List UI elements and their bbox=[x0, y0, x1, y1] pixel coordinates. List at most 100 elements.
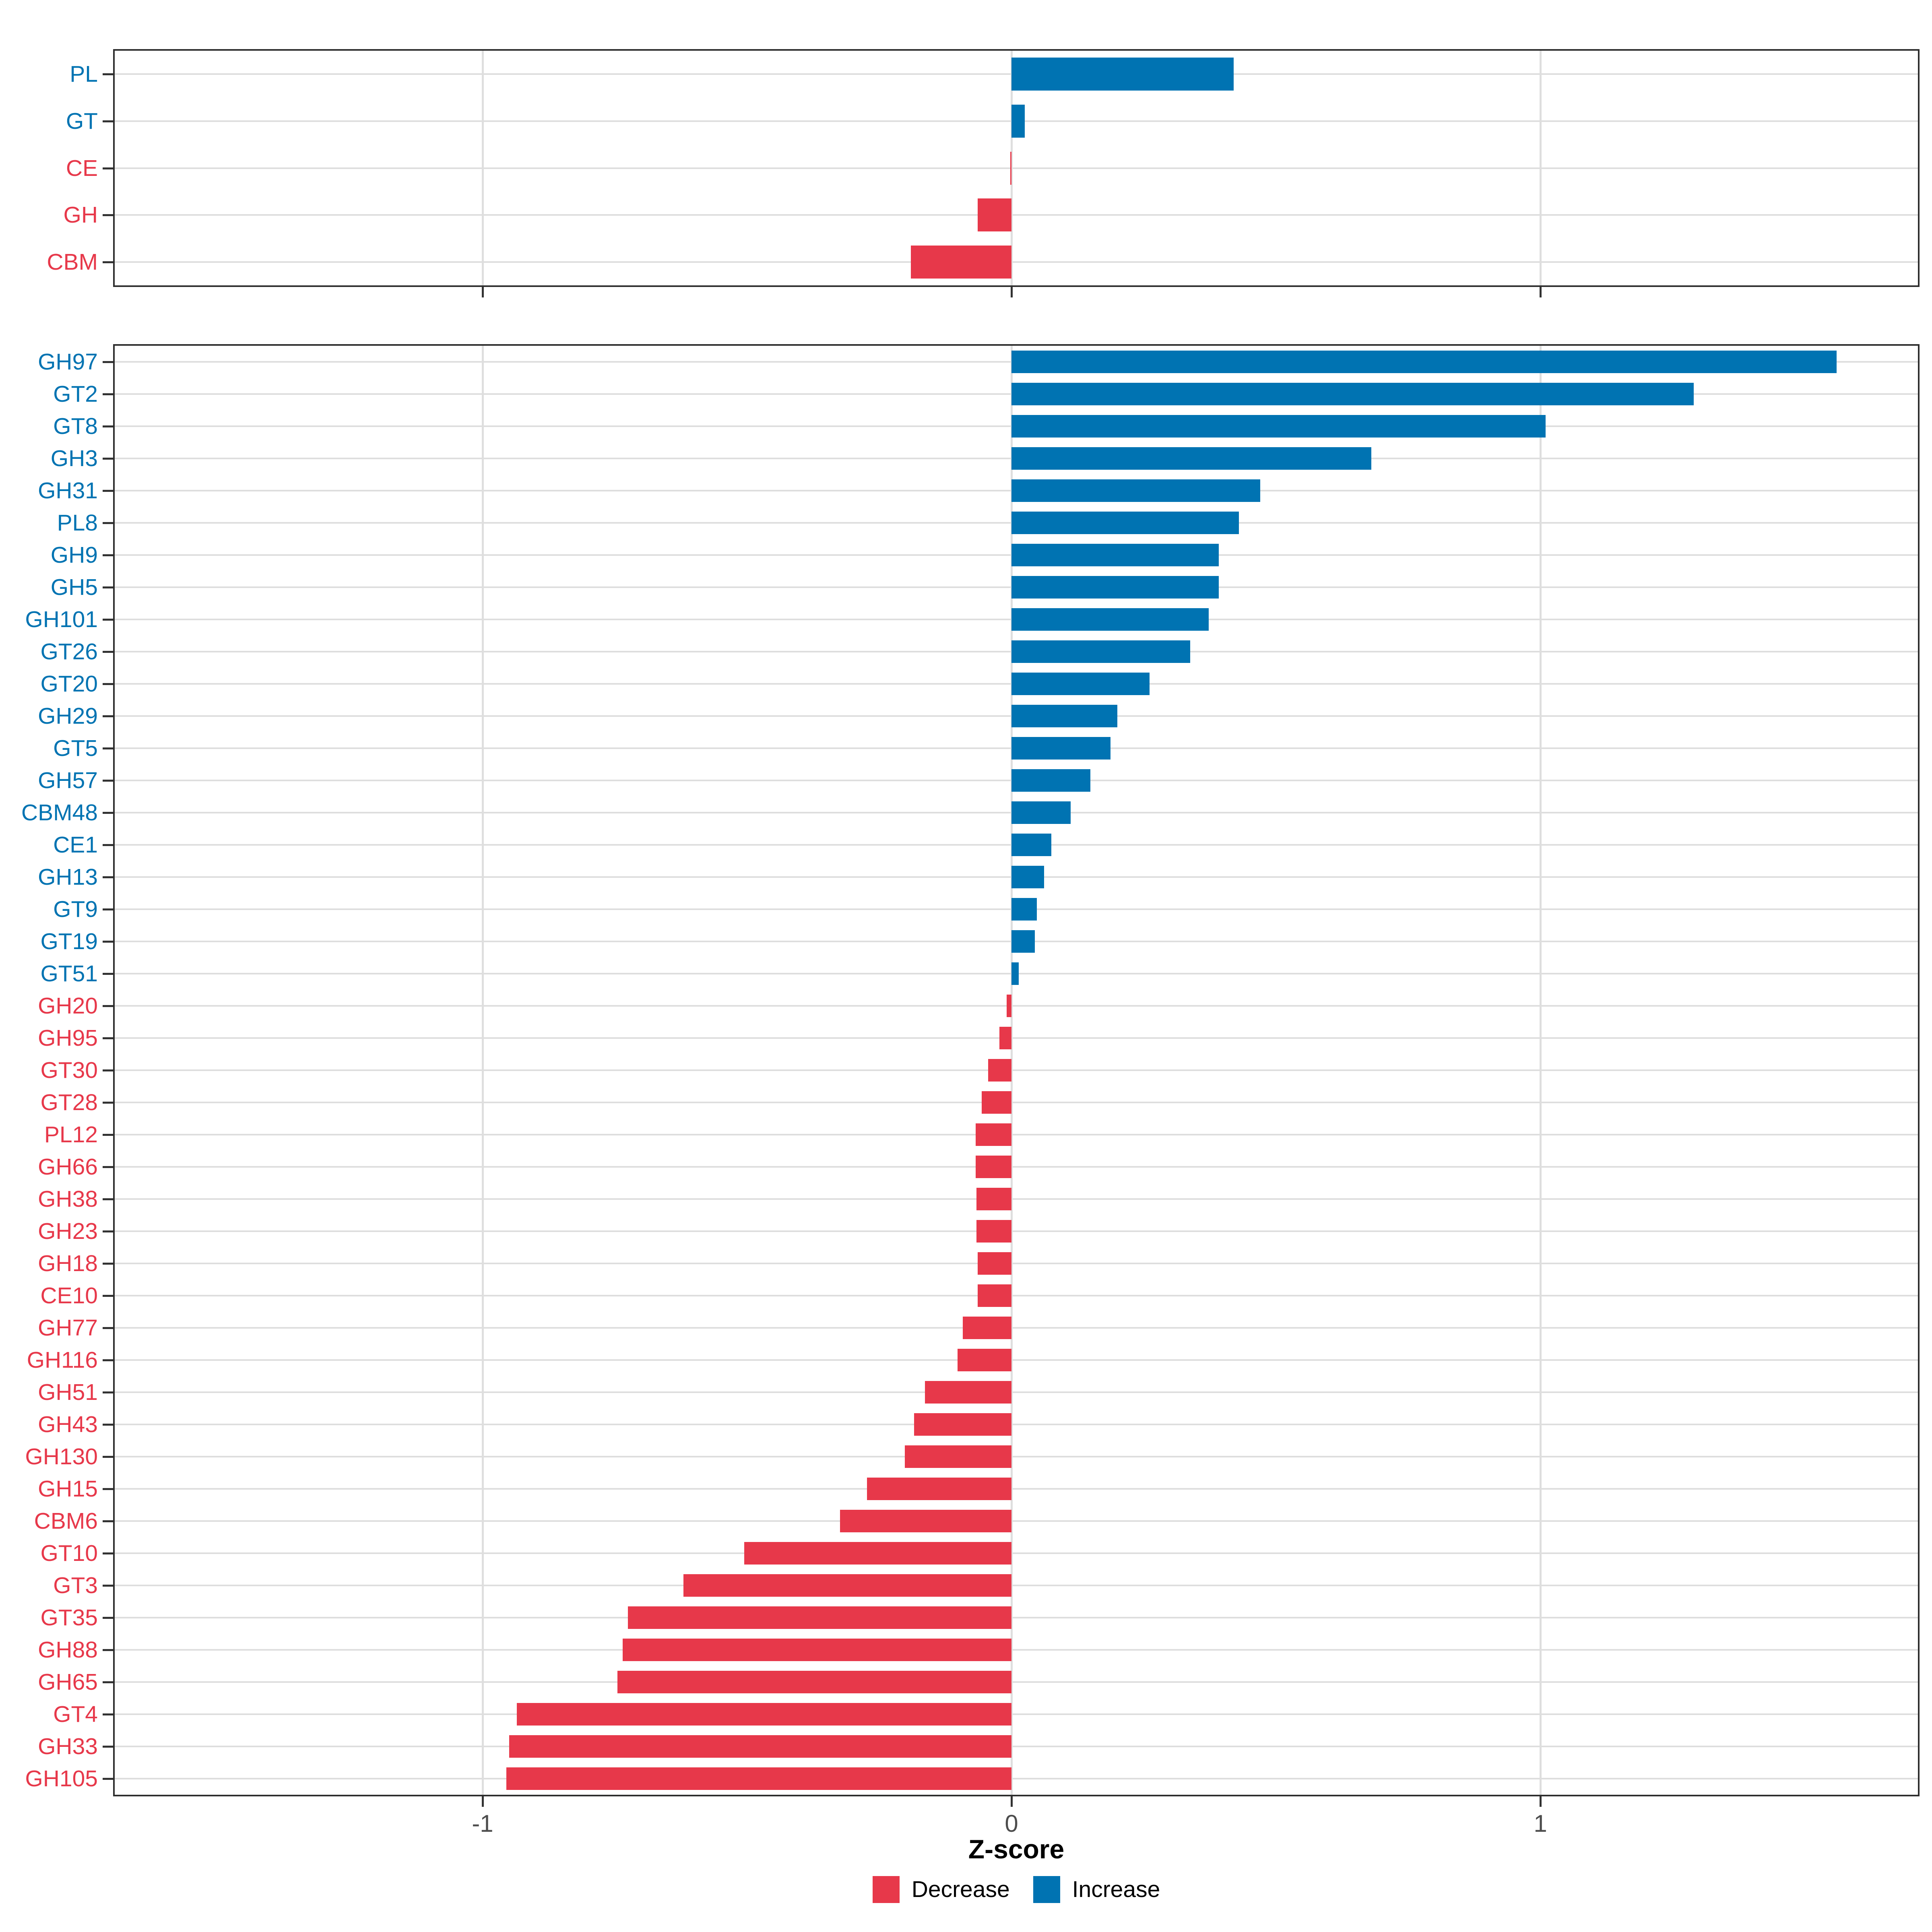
y-axis-label-gh88: GH88 bbox=[38, 1637, 98, 1663]
y-axis-tick bbox=[103, 619, 113, 621]
y-axis-tick bbox=[103, 941, 113, 943]
y-axis-tick bbox=[103, 683, 113, 685]
bar-cbm bbox=[911, 246, 1011, 279]
y-gridline bbox=[115, 1713, 1918, 1715]
y-axis-tick bbox=[103, 261, 113, 263]
y-axis-tick bbox=[103, 1585, 113, 1587]
y-axis-tick bbox=[103, 1456, 113, 1458]
y-axis-tick bbox=[103, 1102, 113, 1104]
legend-label-decrease: Decrease bbox=[911, 1876, 1010, 1902]
y-axis-tick bbox=[103, 747, 113, 749]
y-axis-tick bbox=[103, 554, 113, 556]
y-gridline bbox=[115, 1552, 1918, 1554]
y-axis-label-gh31: GH31 bbox=[38, 478, 98, 504]
bar-gh130 bbox=[905, 1445, 1011, 1468]
y-gridline bbox=[115, 1649, 1918, 1651]
y-axis-label-cbm48: CBM48 bbox=[21, 800, 98, 826]
y-gridline bbox=[115, 1488, 1918, 1490]
y-axis-tick bbox=[103, 1295, 113, 1297]
y-axis-tick bbox=[103, 973, 113, 975]
y-axis-label-pl12: PL12 bbox=[44, 1122, 98, 1148]
y-axis-label-gh: GH bbox=[63, 202, 98, 228]
bar-gh51 bbox=[925, 1381, 1011, 1404]
y-axis-tick bbox=[103, 1488, 113, 1490]
bar-gh23 bbox=[976, 1220, 1011, 1243]
y-axis-label-gt35: GT35 bbox=[40, 1605, 98, 1631]
bar-gh31 bbox=[1011, 479, 1260, 502]
bar-gh33 bbox=[509, 1735, 1011, 1758]
y-axis-tick bbox=[103, 393, 113, 395]
y-gridline bbox=[115, 1198, 1918, 1200]
legend-item-increase: Increase bbox=[1033, 1876, 1160, 1903]
x-axis-tick-label: -1 bbox=[472, 1810, 493, 1837]
y-axis-label-gh51: GH51 bbox=[38, 1379, 98, 1405]
bar-gt30 bbox=[988, 1059, 1011, 1082]
y-axis-label-gt10: GT10 bbox=[40, 1540, 98, 1566]
y-axis-tick bbox=[103, 1005, 113, 1007]
bar-ce bbox=[1010, 152, 1011, 185]
y-axis-label-gt8: GT8 bbox=[53, 413, 98, 439]
y-axis-label-gh23: GH23 bbox=[38, 1218, 98, 1244]
legend-key-increase-swatch bbox=[1033, 1876, 1060, 1903]
y-axis-tick bbox=[103, 1134, 113, 1136]
y-gridline bbox=[115, 1617, 1918, 1618]
y-axis-tick bbox=[103, 1778, 113, 1780]
y-axis-label-gh66: GH66 bbox=[38, 1154, 98, 1180]
y-gridline bbox=[115, 1295, 1918, 1296]
y-axis-label-gh20: GH20 bbox=[38, 993, 98, 1019]
legend-label-increase: Increase bbox=[1072, 1876, 1160, 1902]
y-axis-tick bbox=[103, 1391, 113, 1393]
y-gridline bbox=[115, 1134, 1918, 1135]
y-axis-tick bbox=[103, 1424, 113, 1426]
bar-gh15 bbox=[867, 1478, 1011, 1500]
y-axis-tick bbox=[103, 361, 113, 363]
y-axis-tick bbox=[103, 1166, 113, 1168]
y-axis-label-gt19: GT19 bbox=[40, 929, 98, 954]
y-axis-tick bbox=[103, 490, 113, 492]
y-gridline bbox=[115, 1166, 1918, 1168]
x-axis-tick-label: 0 bbox=[1005, 1810, 1018, 1837]
y-axis-label-gh116: GH116 bbox=[27, 1347, 98, 1373]
panel-families bbox=[113, 344, 1920, 1796]
y-axis-tick bbox=[103, 1069, 113, 1071]
y-axis-tick bbox=[103, 812, 113, 814]
y-axis-label-gt20: GT20 bbox=[40, 671, 98, 697]
bar-gt10 bbox=[744, 1542, 1011, 1565]
y-axis-label-gh29: GH29 bbox=[38, 703, 98, 729]
bar-gh101 bbox=[1011, 608, 1209, 631]
legend: Decrease Increase bbox=[113, 1872, 1920, 1906]
y-axis-tick bbox=[103, 780, 113, 782]
x-axis-tick-label: 1 bbox=[1534, 1810, 1547, 1837]
y-axis-label-ce: CE bbox=[66, 155, 98, 181]
bar-pl8 bbox=[1011, 512, 1239, 534]
y-axis-label-gt28: GT28 bbox=[40, 1090, 98, 1115]
bar-gt28 bbox=[982, 1091, 1011, 1114]
y-axis-label-gh9: GH9 bbox=[50, 542, 98, 568]
bar-gt5 bbox=[1011, 737, 1110, 760]
y-axis-label-gh77: GH77 bbox=[38, 1315, 98, 1341]
y-axis-label-pl: PL bbox=[70, 61, 98, 87]
y-gridline bbox=[115, 1681, 1918, 1683]
x-axis-tick bbox=[482, 287, 484, 297]
bar-gt3 bbox=[683, 1574, 1011, 1597]
x-axis-title: Z-score bbox=[968, 1834, 1065, 1864]
y-axis-label-gt3: GT3 bbox=[53, 1573, 98, 1598]
y-axis-label-pl8: PL8 bbox=[57, 510, 98, 536]
panel-class-summary bbox=[113, 49, 1920, 287]
bar-gh5 bbox=[1011, 576, 1219, 599]
y-axis-label-gt30: GT30 bbox=[40, 1057, 98, 1083]
bar-pl12 bbox=[976, 1123, 1011, 1146]
y-axis-label-gh95: GH95 bbox=[38, 1025, 98, 1051]
y-axis-tick bbox=[103, 1617, 113, 1619]
y-gridline bbox=[115, 1263, 1918, 1264]
bar-gt bbox=[1011, 105, 1025, 138]
y-axis-tick bbox=[103, 73, 113, 75]
y-gridline bbox=[115, 1327, 1918, 1329]
y-gridline bbox=[115, 1005, 1918, 1007]
bar-gh29 bbox=[1011, 705, 1117, 727]
y-axis-tick bbox=[103, 1263, 113, 1265]
y-gridline bbox=[115, 1746, 1918, 1747]
y-axis-tick bbox=[103, 1552, 113, 1554]
x-axis-tick bbox=[1011, 1796, 1013, 1807]
bar-gt4 bbox=[517, 1703, 1011, 1726]
